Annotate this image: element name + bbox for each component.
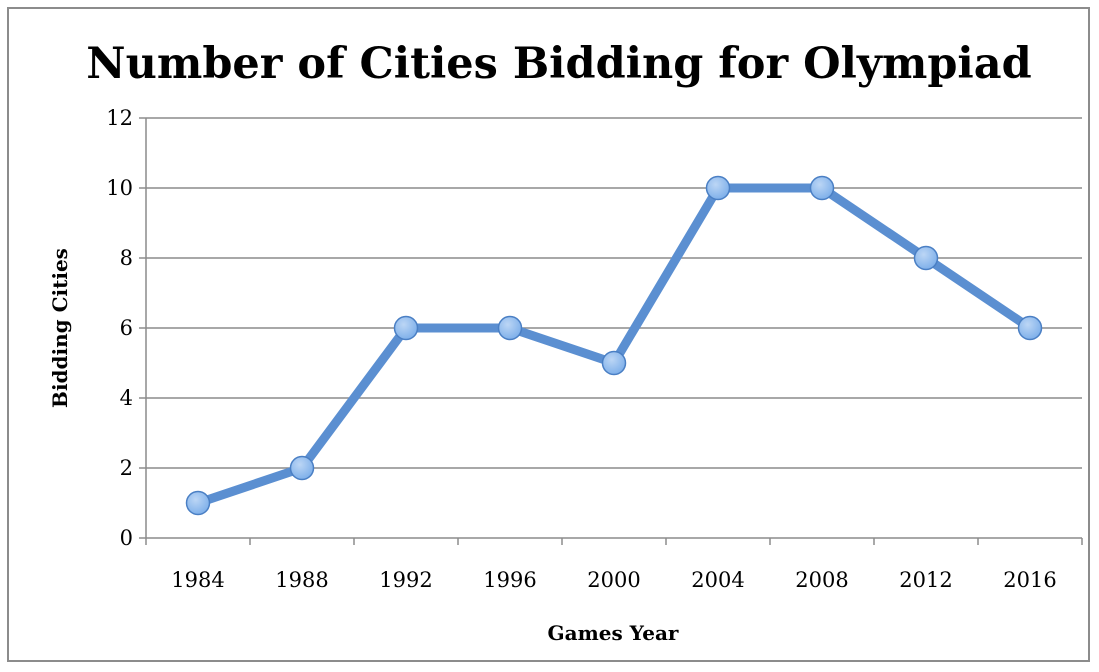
y-tick-label: 12 (106, 106, 133, 130)
y-tick-label: 10 (106, 176, 133, 200)
x-tick-label: 2008 (795, 568, 848, 592)
data-point (809, 175, 835, 201)
x-tick-label: 1984 (171, 568, 224, 592)
y-tick-labels: 0 2 4 6 8 10 12 (106, 106, 133, 550)
data-point (1017, 315, 1043, 341)
data-point (289, 455, 315, 481)
x-tick-label: 1996 (483, 568, 536, 592)
data-point (601, 350, 627, 376)
x-tick-label: 2000 (587, 568, 640, 592)
series-line (193, 183, 1035, 508)
data-point (393, 315, 419, 341)
y-tick-label: 6 (120, 316, 133, 340)
data-point (913, 245, 939, 271)
x-axis-title: Games Year (548, 621, 679, 645)
data-point (705, 175, 731, 201)
axes (139, 117, 1083, 545)
y-tick-label: 2 (120, 456, 133, 480)
y-tick-label: 8 (120, 246, 133, 270)
data-point (185, 490, 211, 516)
y-tick-label: 0 (120, 526, 133, 550)
y-axis-title: Bidding Cities (48, 248, 72, 408)
gridlines (146, 117, 1082, 469)
data-point (497, 315, 523, 341)
y-tick-label: 4 (120, 386, 133, 410)
series-bidding-cities (185, 175, 1043, 516)
x-tick-label: 2004 (691, 568, 744, 592)
x-tick-label: 1992 (379, 568, 432, 592)
x-tick-label: 1988 (275, 568, 328, 592)
chart-frame (7, 7, 1090, 662)
x-tick-label: 2016 (1003, 568, 1056, 592)
x-tick-labels: 1984 1988 1992 1996 2000 2004 2008 2012 2016 (171, 568, 1056, 592)
chart-title: Number of Cities Bidding for Olympiad (86, 39, 1031, 89)
x-tick-label: 2012 (899, 568, 952, 592)
